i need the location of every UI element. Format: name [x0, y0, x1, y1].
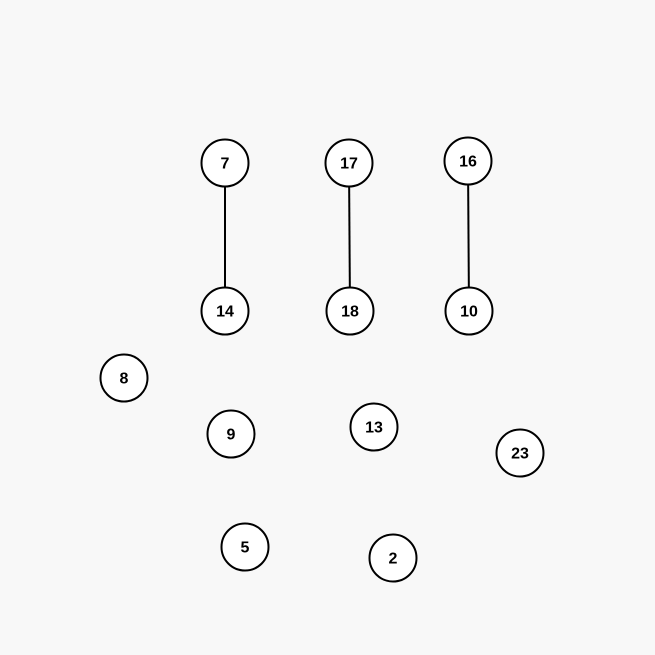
edge-16-10 — [467, 160, 470, 312]
node-10: 10 — [444, 286, 494, 336]
node-label: 8 — [120, 371, 129, 388]
node-label: 7 — [221, 156, 230, 173]
node-label: 2 — [389, 551, 398, 568]
node-7: 7 — [200, 138, 250, 188]
node-23: 23 — [495, 428, 545, 478]
node-label: 17 — [340, 156, 358, 173]
node-circle — [99, 353, 149, 403]
node-circle — [495, 428, 545, 478]
node-circle — [368, 533, 418, 583]
node-circle — [220, 522, 270, 572]
node-label: 13 — [365, 420, 383, 437]
node-label: 9 — [227, 427, 236, 444]
node-label: 14 — [216, 304, 234, 321]
node-circle — [324, 138, 374, 188]
node-label: 18 — [341, 304, 359, 321]
node-circle — [444, 286, 494, 336]
node-label: 23 — [511, 446, 529, 463]
node-label: 5 — [241, 540, 250, 557]
node-circle — [325, 286, 375, 336]
node-2: 2 — [368, 533, 418, 583]
node-9: 9 — [206, 409, 256, 459]
edge-17-18 — [348, 162, 351, 312]
node-circle — [200, 286, 250, 336]
node-circle — [200, 138, 250, 188]
node-16: 16 — [443, 136, 493, 186]
node-label: 16 — [459, 154, 477, 171]
node-17: 17 — [324, 138, 374, 188]
node-circle — [443, 136, 493, 186]
nodes-layer: 7 17 16 14 18 10 8 9 13 23 5 2 — [99, 136, 545, 583]
node-circle — [206, 409, 256, 459]
edges-layer — [224, 160, 470, 312]
node-5: 5 — [220, 522, 270, 572]
node-18: 18 — [325, 286, 375, 336]
node-label: 10 — [460, 304, 478, 321]
node-circle — [349, 402, 399, 452]
node-8: 8 — [99, 353, 149, 403]
node-14: 14 — [200, 286, 250, 336]
node-13: 13 — [349, 402, 399, 452]
